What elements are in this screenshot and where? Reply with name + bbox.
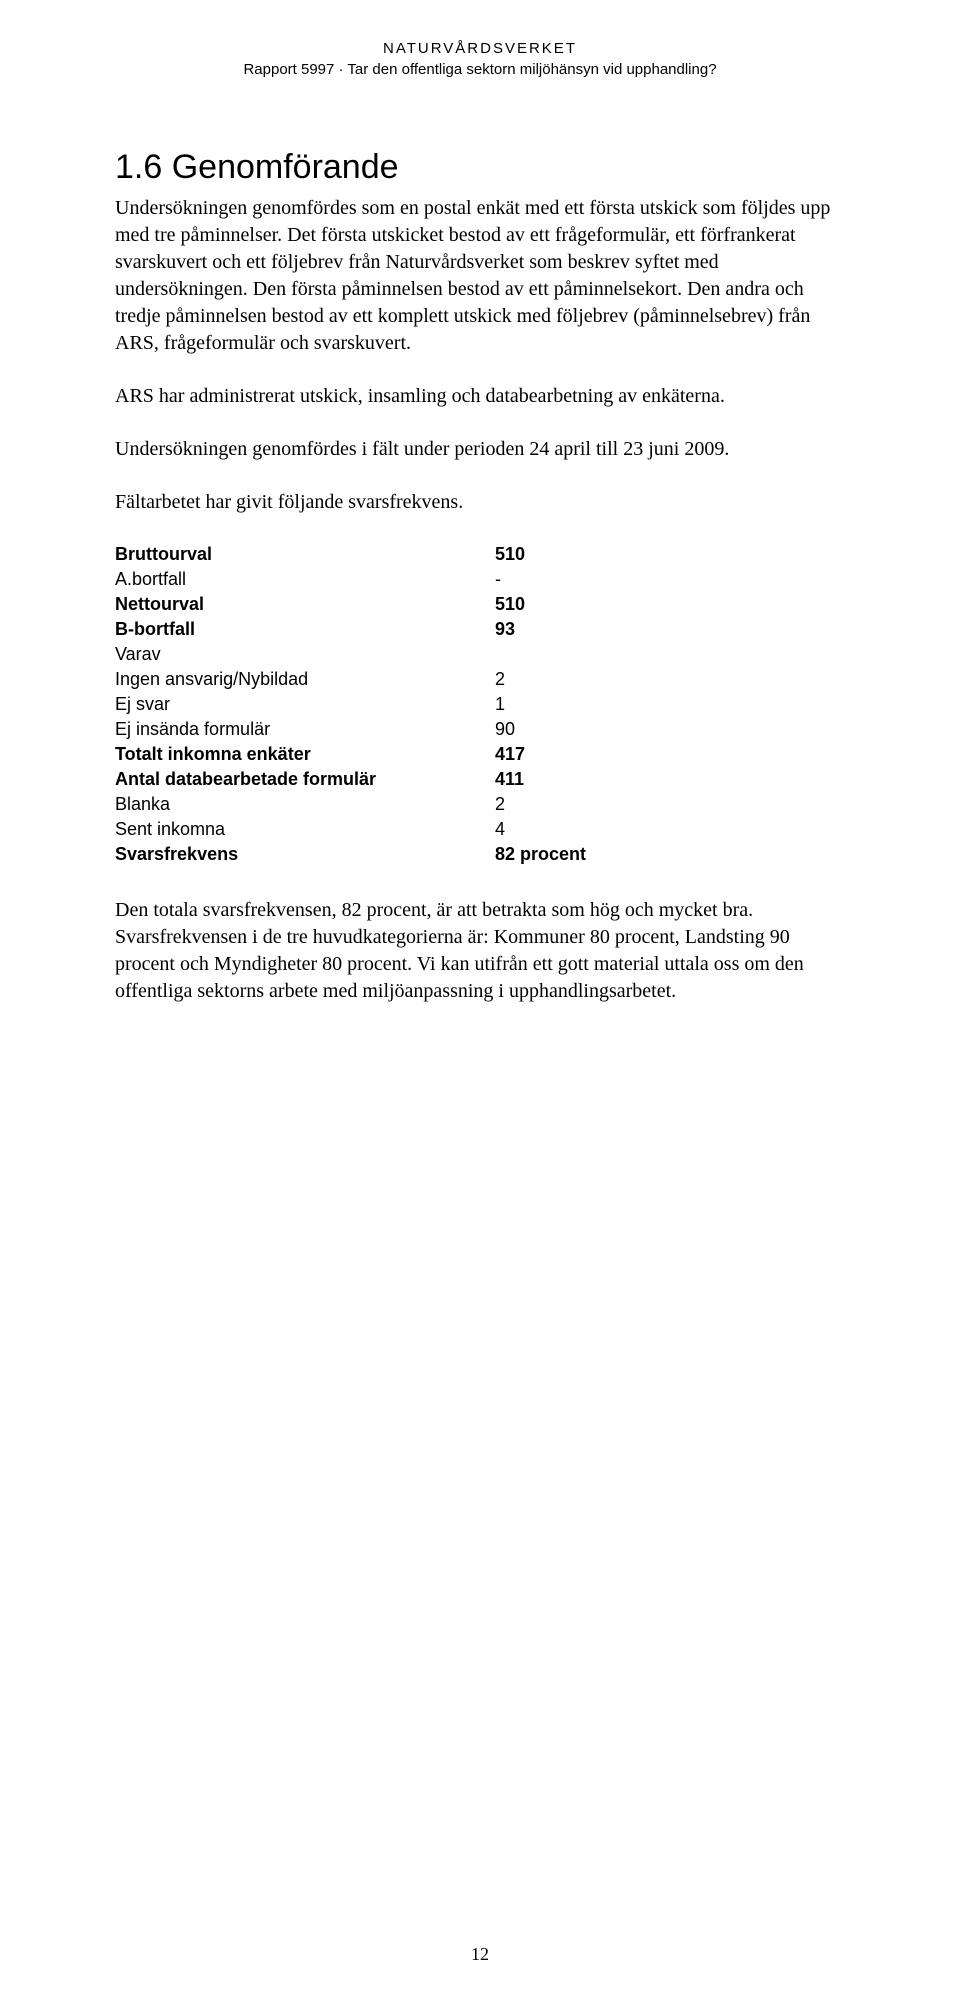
stat-value: 510 — [495, 542, 586, 567]
paragraph-1: Undersökningen genomfördes som en postal… — [115, 195, 845, 357]
paragraph-4: Fältarbetet har givit följande svarsfrek… — [115, 489, 845, 516]
table-row: Blanka2 — [115, 792, 586, 817]
stat-value: 4 — [495, 817, 586, 842]
stat-value: 510 — [495, 592, 586, 617]
stat-value: 2 — [495, 667, 586, 692]
table-row: A.bortfall- — [115, 567, 586, 592]
section-title: 1.6 Genomförande — [115, 148, 845, 187]
stats-table: Bruttourval510A.bortfall-Nettourval510B-… — [115, 542, 586, 867]
table-row: Bruttourval510 — [115, 542, 586, 567]
paragraph-3: Undersökningen genomfördes i fält under … — [115, 436, 845, 463]
stat-label: Ej insända formulär — [115, 717, 495, 742]
stat-value — [495, 642, 586, 667]
header-report-line: Rapport 5997 · Tar den offentliga sektor… — [115, 61, 845, 78]
stat-value: 1 — [495, 692, 586, 717]
table-row: Ej svar1 — [115, 692, 586, 717]
table-row: Ingen ansvarig/Nybildad2 — [115, 667, 586, 692]
stat-value: 93 — [495, 617, 586, 642]
table-row: Ej insända formulär90 — [115, 717, 586, 742]
stat-label: Ej svar — [115, 692, 495, 717]
table-row: Svarsfrekvens82 procent — [115, 842, 586, 867]
paragraph-2: ARS har administrerat utskick, insamling… — [115, 383, 845, 410]
stats-table-body: Bruttourval510A.bortfall-Nettourval510B-… — [115, 542, 586, 867]
stat-value: 411 — [495, 767, 586, 792]
stat-value: 2 — [495, 792, 586, 817]
paragraph-5: Den totala svarsfrekvensen, 82 procent, … — [115, 897, 845, 1005]
table-row: Antal databearbetade formulär411 — [115, 767, 586, 792]
stat-label: Antal databearbetade formulär — [115, 767, 495, 792]
stat-label: Nettourval — [115, 592, 495, 617]
table-row: Totalt inkomna enkäter417 — [115, 742, 586, 767]
stat-label: Totalt inkomna enkäter — [115, 742, 495, 767]
stat-label: Ingen ansvarig/Nybildad — [115, 667, 495, 692]
header-org: NATURVÅRDSVERKET — [115, 40, 845, 57]
stat-value: - — [495, 567, 586, 592]
stat-value: 82 procent — [495, 842, 586, 867]
stat-value: 417 — [495, 742, 586, 767]
stat-label: B-bortfall — [115, 617, 495, 642]
table-row: Varav — [115, 642, 586, 667]
page: NATURVÅRDSVERKET Rapport 5997 · Tar den … — [0, 0, 960, 2005]
table-row: Sent inkomna4 — [115, 817, 586, 842]
stat-label: A.bortfall — [115, 567, 495, 592]
stat-label: Varav — [115, 642, 495, 667]
stat-value: 90 — [495, 717, 586, 742]
page-number: 12 — [0, 1944, 960, 1965]
stat-label: Bruttourval — [115, 542, 495, 567]
stat-label: Blanka — [115, 792, 495, 817]
stat-label: Svarsfrekvens — [115, 842, 495, 867]
stat-label: Sent inkomna — [115, 817, 495, 842]
table-row: Nettourval510 — [115, 592, 586, 617]
table-row: B-bortfall93 — [115, 617, 586, 642]
